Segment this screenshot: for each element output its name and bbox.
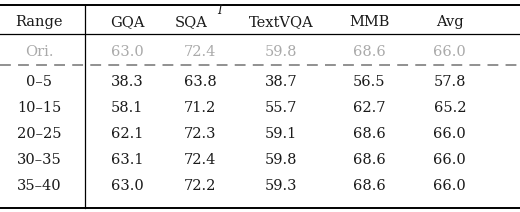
Text: 56.5: 56.5 xyxy=(353,75,385,89)
Text: 68.6: 68.6 xyxy=(353,179,385,193)
Text: 68.6: 68.6 xyxy=(353,127,385,141)
Text: 66.0: 66.0 xyxy=(434,127,466,141)
Text: 35–40: 35–40 xyxy=(17,179,61,193)
Text: Ori.: Ori. xyxy=(25,45,53,59)
Text: 65.2: 65.2 xyxy=(434,101,466,115)
Text: 72.4: 72.4 xyxy=(184,153,216,167)
Text: GQA: GQA xyxy=(110,15,145,29)
Text: 55.7: 55.7 xyxy=(265,101,297,115)
Text: 72.2: 72.2 xyxy=(184,179,216,193)
Text: 38.3: 38.3 xyxy=(111,75,144,89)
Text: 59.3: 59.3 xyxy=(265,179,297,193)
Text: 58.1: 58.1 xyxy=(111,101,144,115)
Text: 38.7: 38.7 xyxy=(265,75,297,89)
Text: 63.8: 63.8 xyxy=(184,75,216,89)
Text: MMB: MMB xyxy=(349,15,389,29)
Text: 0–5: 0–5 xyxy=(26,75,52,89)
Text: 72.4: 72.4 xyxy=(184,45,216,59)
Text: 59.8: 59.8 xyxy=(265,45,297,59)
Text: 68.6: 68.6 xyxy=(353,153,385,167)
Text: 63.0: 63.0 xyxy=(111,45,144,59)
Text: 66.0: 66.0 xyxy=(434,153,466,167)
Text: 57.8: 57.8 xyxy=(434,75,466,89)
Text: 66.0: 66.0 xyxy=(434,45,466,59)
Text: 72.3: 72.3 xyxy=(184,127,216,141)
Text: 66.0: 66.0 xyxy=(434,179,466,193)
Text: 63.1: 63.1 xyxy=(111,153,144,167)
Text: 30–35: 30–35 xyxy=(17,153,61,167)
Text: Avg: Avg xyxy=(436,15,464,29)
Text: 63.0: 63.0 xyxy=(111,179,144,193)
Text: TextVQA: TextVQA xyxy=(249,15,313,29)
Text: 10–15: 10–15 xyxy=(17,101,61,115)
Text: 62.7: 62.7 xyxy=(353,101,385,115)
Text: 68.6: 68.6 xyxy=(353,45,385,59)
Text: 62.1: 62.1 xyxy=(111,127,144,141)
Text: 71.2: 71.2 xyxy=(184,101,216,115)
Text: 59.1: 59.1 xyxy=(265,127,297,141)
Text: Range: Range xyxy=(15,15,63,29)
Text: I: I xyxy=(217,4,222,17)
Text: SQA: SQA xyxy=(174,15,207,29)
Text: 20–25: 20–25 xyxy=(17,127,61,141)
Text: 59.8: 59.8 xyxy=(265,153,297,167)
